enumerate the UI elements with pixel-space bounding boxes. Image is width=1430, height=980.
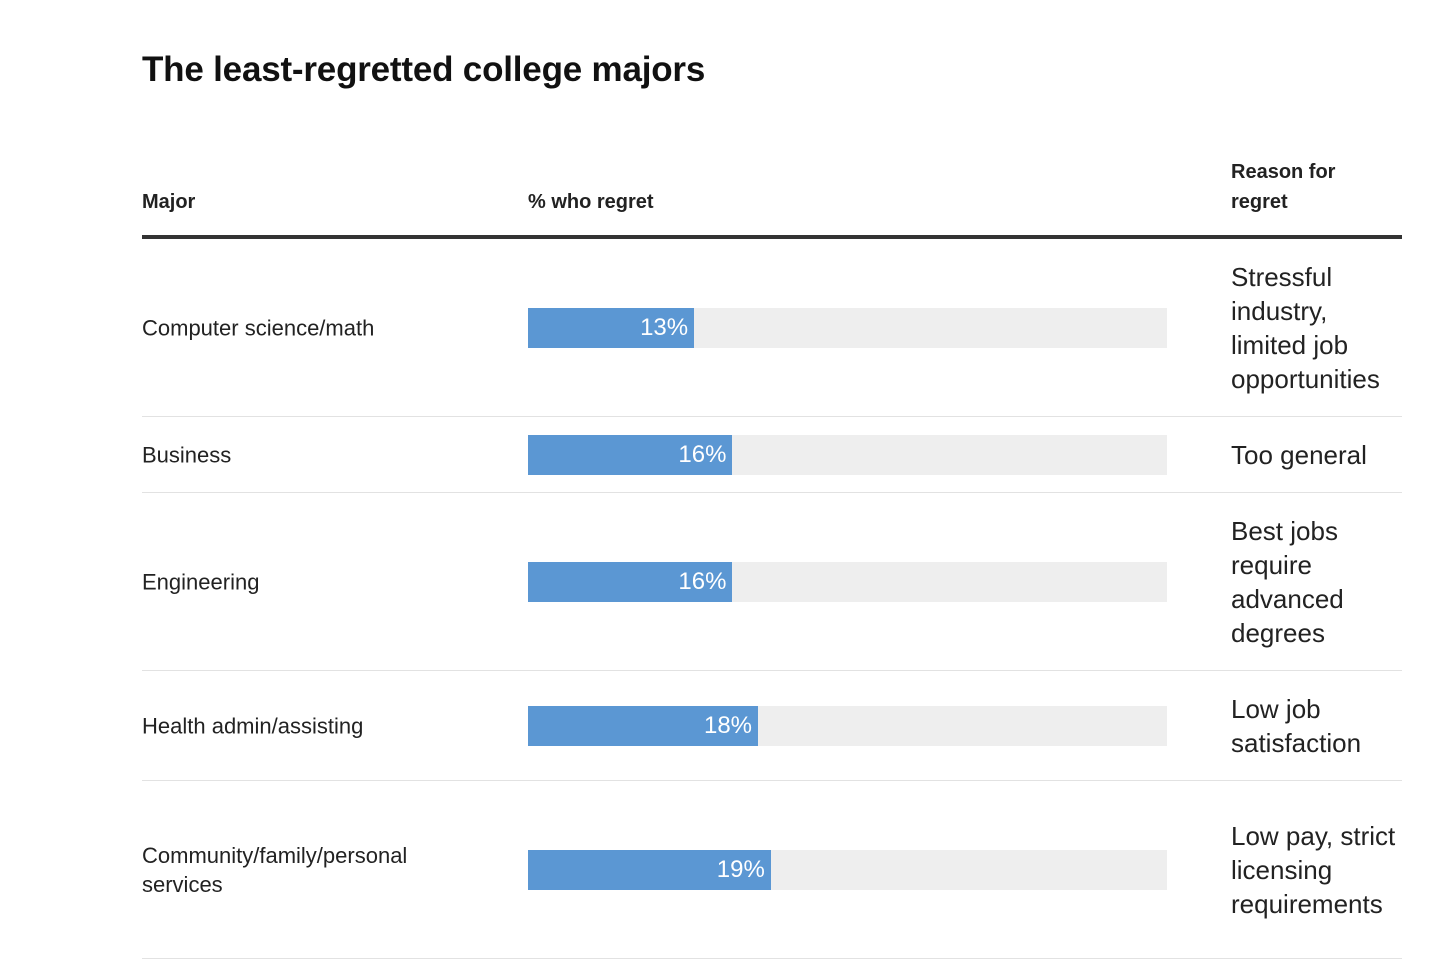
table-row: Community/family/personal services 19% L… <box>142 781 1402 959</box>
bar-track: 19% <box>528 849 1167 890</box>
table-row: Health admin/assisting 18% Low job satis… <box>142 671 1402 781</box>
bar-value-label: 19% <box>716 855 765 883</box>
header-percent-regret: % who regret <box>528 191 654 213</box>
major-label: Community/family/personal services <box>142 842 408 897</box>
major-label: Computer science/math <box>142 315 375 340</box>
reason-text: Stressful industry, limited job opportun… <box>1231 261 1380 394</box>
bar-value-label: 16% <box>678 440 727 468</box>
bar-track: 18% <box>528 705 1167 746</box>
bar-value-label: 18% <box>703 711 753 739</box>
bar-value-label: 13% <box>640 313 689 341</box>
bar-track: 16% <box>528 561 1167 602</box>
header-reason: Reason for regret <box>1231 161 1336 213</box>
major-label: Engineering <box>142 569 260 594</box>
bar: 18% <box>528 705 759 746</box>
table-body: Computer science/math 13% Stressful indu… <box>142 239 1402 959</box>
chart-title: The least-regretted college majors <box>142 50 706 89</box>
bar: 16% <box>528 561 733 602</box>
major-label: Health admin/assisting <box>142 713 364 738</box>
reason-text: Low job satisfaction <box>1231 693 1362 758</box>
table-header: Major % who regret Reason for regret <box>142 160 1402 239</box>
reason-text: Too general <box>1231 439 1367 470</box>
table-row: Computer science/math 13% Stressful indu… <box>142 239 1402 417</box>
reason-text: Best jobs require advanced degrees <box>1231 515 1344 648</box>
header-major: Major <box>142 191 196 213</box>
reason-text: Low pay, strict licensing requirements <box>1231 820 1396 919</box>
table-row: Engineering 16% Best jobs require advanc… <box>142 493 1402 671</box>
bar: 13% <box>528 307 695 348</box>
bar-track: 16% <box>528 434 1167 475</box>
bar-track: 13% <box>528 307 1167 348</box>
major-label: Business <box>142 442 232 467</box>
bar: 16% <box>528 434 733 475</box>
bar: 19% <box>528 849 771 890</box>
table-row: Business 16% Too general <box>142 417 1402 493</box>
bar-value-label: 16% <box>678 567 727 595</box>
